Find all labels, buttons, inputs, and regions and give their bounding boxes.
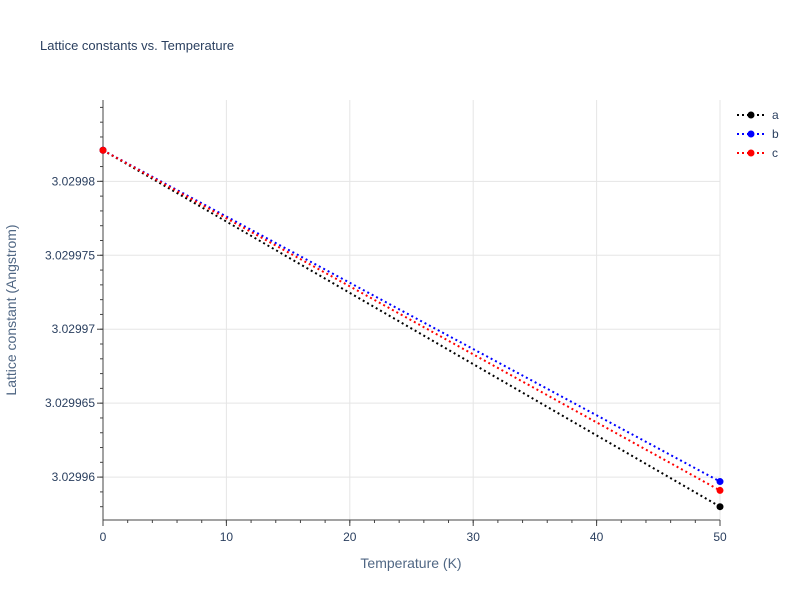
series-line-c (102, 149, 721, 492)
x-tick-label: 0 (100, 530, 107, 544)
data-point-c (716, 486, 724, 494)
series-layer (99, 146, 724, 511)
x-tick-label: 30 (467, 530, 481, 544)
x-tick-label: 10 (220, 530, 234, 544)
chart-title: Lattice constants vs. Temperature (40, 38, 234, 53)
legend-swatch-marker-b (747, 130, 755, 138)
y-tick-label: 3.02996 (52, 470, 96, 484)
legend-label-c: c (772, 146, 778, 160)
y-tick-label: 3.02997 (52, 322, 96, 336)
y-tick-label: 3.02998 (52, 174, 96, 188)
x-tick-label: 40 (590, 530, 604, 544)
x-tick-label: 50 (713, 530, 727, 544)
data-point-c (99, 146, 107, 154)
y-tick-label: 3.029975 (45, 248, 95, 262)
series-line-a (102, 149, 721, 508)
legend-label-b: b (772, 127, 779, 141)
data-point-b (716, 478, 724, 486)
y-axis-title: Lattice constant (Angstrom) (3, 224, 19, 395)
legend-swatch-marker-c (747, 149, 755, 157)
x-axis-title: Temperature (K) (360, 555, 461, 571)
legend-label-a: a (772, 108, 779, 122)
legend: abc (737, 108, 779, 160)
series-line-b (102, 149, 721, 483)
x-tick-label: 20 (343, 530, 357, 544)
y-tick-label: 3.029965 (45, 396, 95, 410)
legend-swatch-marker-a (747, 111, 755, 119)
grid (103, 100, 721, 520)
data-point-a (716, 503, 724, 511)
axes: 3.02996 3.029965 3.02997 3.029975 3.02998 0 10… (45, 100, 727, 544)
